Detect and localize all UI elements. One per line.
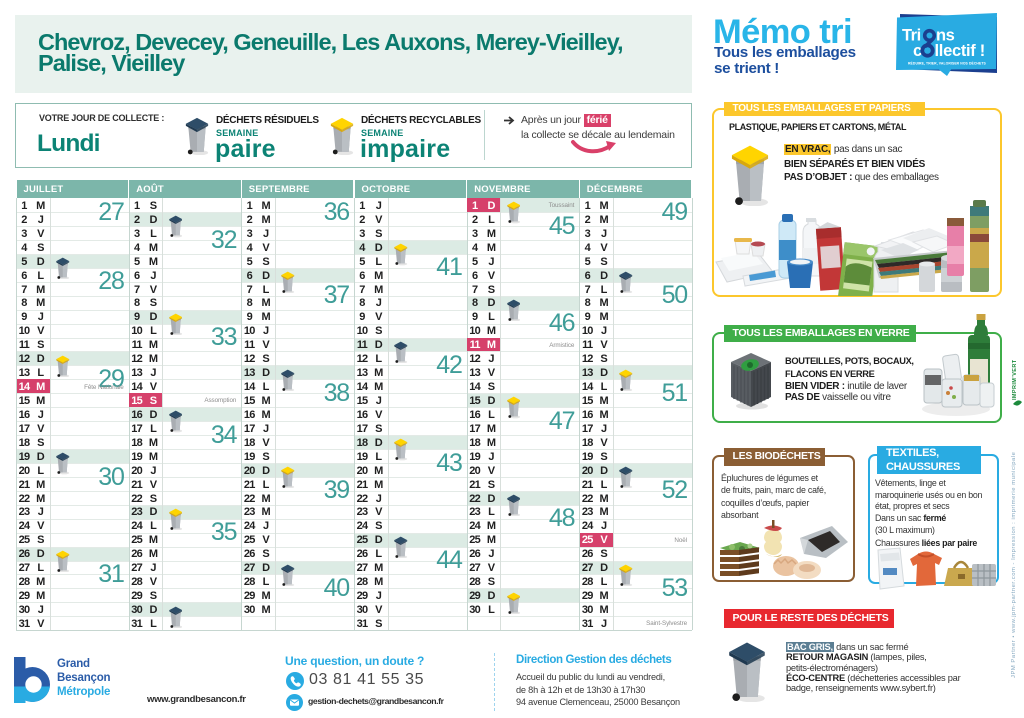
svg-text:IMPRIM’VERT®: IMPRIM’VERT®: [1011, 360, 1018, 400]
svg-text:JPM Partner • www.jpm-partner.: JPM Partner • www.jpm-partner.com - Impr…: [1011, 452, 1017, 678]
svg-text:RÉDUIRE, TRIER, VALORISER NOS: RÉDUIRE, TRIER, VALORISER NOS DÉCHETS: [908, 61, 986, 66]
svg-text:llectif !: llectif !: [935, 42, 985, 60]
svg-text:Tri: Tri: [902, 27, 921, 45]
svg-text:c: c: [913, 42, 922, 60]
svg-text:ns: ns: [936, 27, 955, 45]
